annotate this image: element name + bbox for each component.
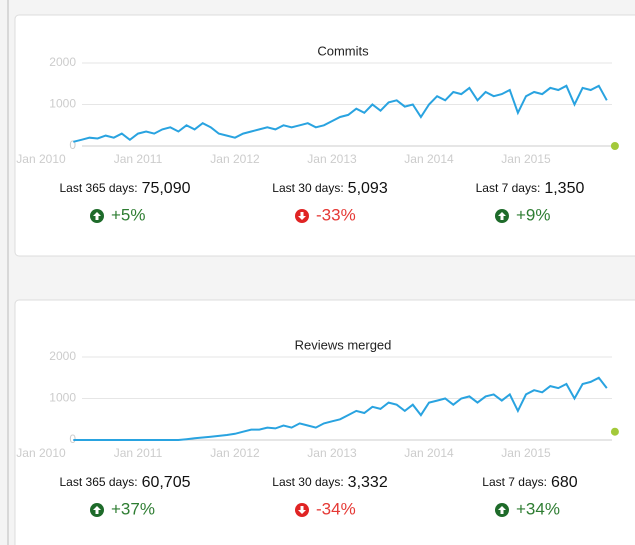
stat-value: 1,350 xyxy=(544,180,584,197)
x-tick-label: Jan 2013 xyxy=(307,446,357,460)
data-line xyxy=(73,84,608,143)
trend-arrow xyxy=(298,212,306,220)
x-tick-label: Jan 2014 xyxy=(404,446,454,460)
stat-line: Last 7 days: 680 xyxy=(482,474,578,491)
x-tick-label: Jan 2011 xyxy=(114,152,163,166)
x-tick-label: Jan 2010 xyxy=(16,152,66,166)
y-tick-label: 1000 xyxy=(49,391,76,405)
trend-arrow xyxy=(298,506,306,514)
x-tick-label: Jan 2012 xyxy=(210,152,260,166)
stat-value: 3,332 xyxy=(348,474,388,491)
stat-line: Last 365 days: 75,090 xyxy=(60,180,191,197)
data-line xyxy=(73,376,608,441)
y-tick-label: 0 xyxy=(69,432,76,446)
stat-label: Last 365 days: xyxy=(60,475,138,489)
x-tick-label: Jan 2011 xyxy=(114,446,163,460)
stat-change: +5% xyxy=(111,205,146,224)
stat-change: +37% xyxy=(111,499,155,518)
stat-value: 60,705 xyxy=(142,474,191,491)
panel xyxy=(14,14,635,257)
stat-change: -34% xyxy=(316,499,356,518)
trend-arrow xyxy=(93,212,101,220)
stat-line: Last 7 days: 1,350 xyxy=(476,180,585,197)
stat-value: 5,093 xyxy=(348,180,388,197)
stat-label: Last 30 days: xyxy=(272,181,343,195)
x-tick-label: Jan 2014 xyxy=(404,152,454,166)
x-tick-label: Jan 2015 xyxy=(501,446,551,460)
trend-arrow xyxy=(93,506,101,514)
stat-line: Last 30 days: 5,093 xyxy=(272,180,388,197)
x-tick-label: Jan 2015 xyxy=(501,152,551,166)
stat-label: Last 7 days: xyxy=(482,475,547,489)
x-tick-label: Jan 2012 xyxy=(210,446,260,460)
x-tick-label: Jan 2010 xyxy=(16,446,66,460)
stat-change: -33% xyxy=(316,205,356,224)
stat-change: +9% xyxy=(516,205,551,224)
stat-label: Last 30 days: xyxy=(272,475,343,489)
latest-point xyxy=(610,427,619,436)
y-tick-label: 0 xyxy=(69,138,76,152)
latest-point xyxy=(610,142,619,150)
y-tick-label: 1000 xyxy=(49,97,76,111)
stat-label: Last 7 days: xyxy=(476,181,541,195)
chart-title: Reviews merged xyxy=(295,337,392,352)
stat-line: Last 30 days: 3,332 xyxy=(272,474,388,491)
stat-change: +34% xyxy=(516,499,560,518)
y-tick-label: 2000 xyxy=(49,349,76,363)
stat-label: Last 365 days: xyxy=(60,181,138,195)
trend-arrow xyxy=(498,212,506,220)
chart-title: Commits xyxy=(317,43,369,58)
stat-line: Last 365 days: 60,705 xyxy=(60,474,191,491)
y-tick-label: 2000 xyxy=(49,55,76,69)
stat-value: 75,090 xyxy=(142,180,191,197)
stat-value: 680 xyxy=(551,474,578,491)
trend-arrow xyxy=(498,506,506,514)
x-tick-label: Jan 2013 xyxy=(307,152,357,166)
